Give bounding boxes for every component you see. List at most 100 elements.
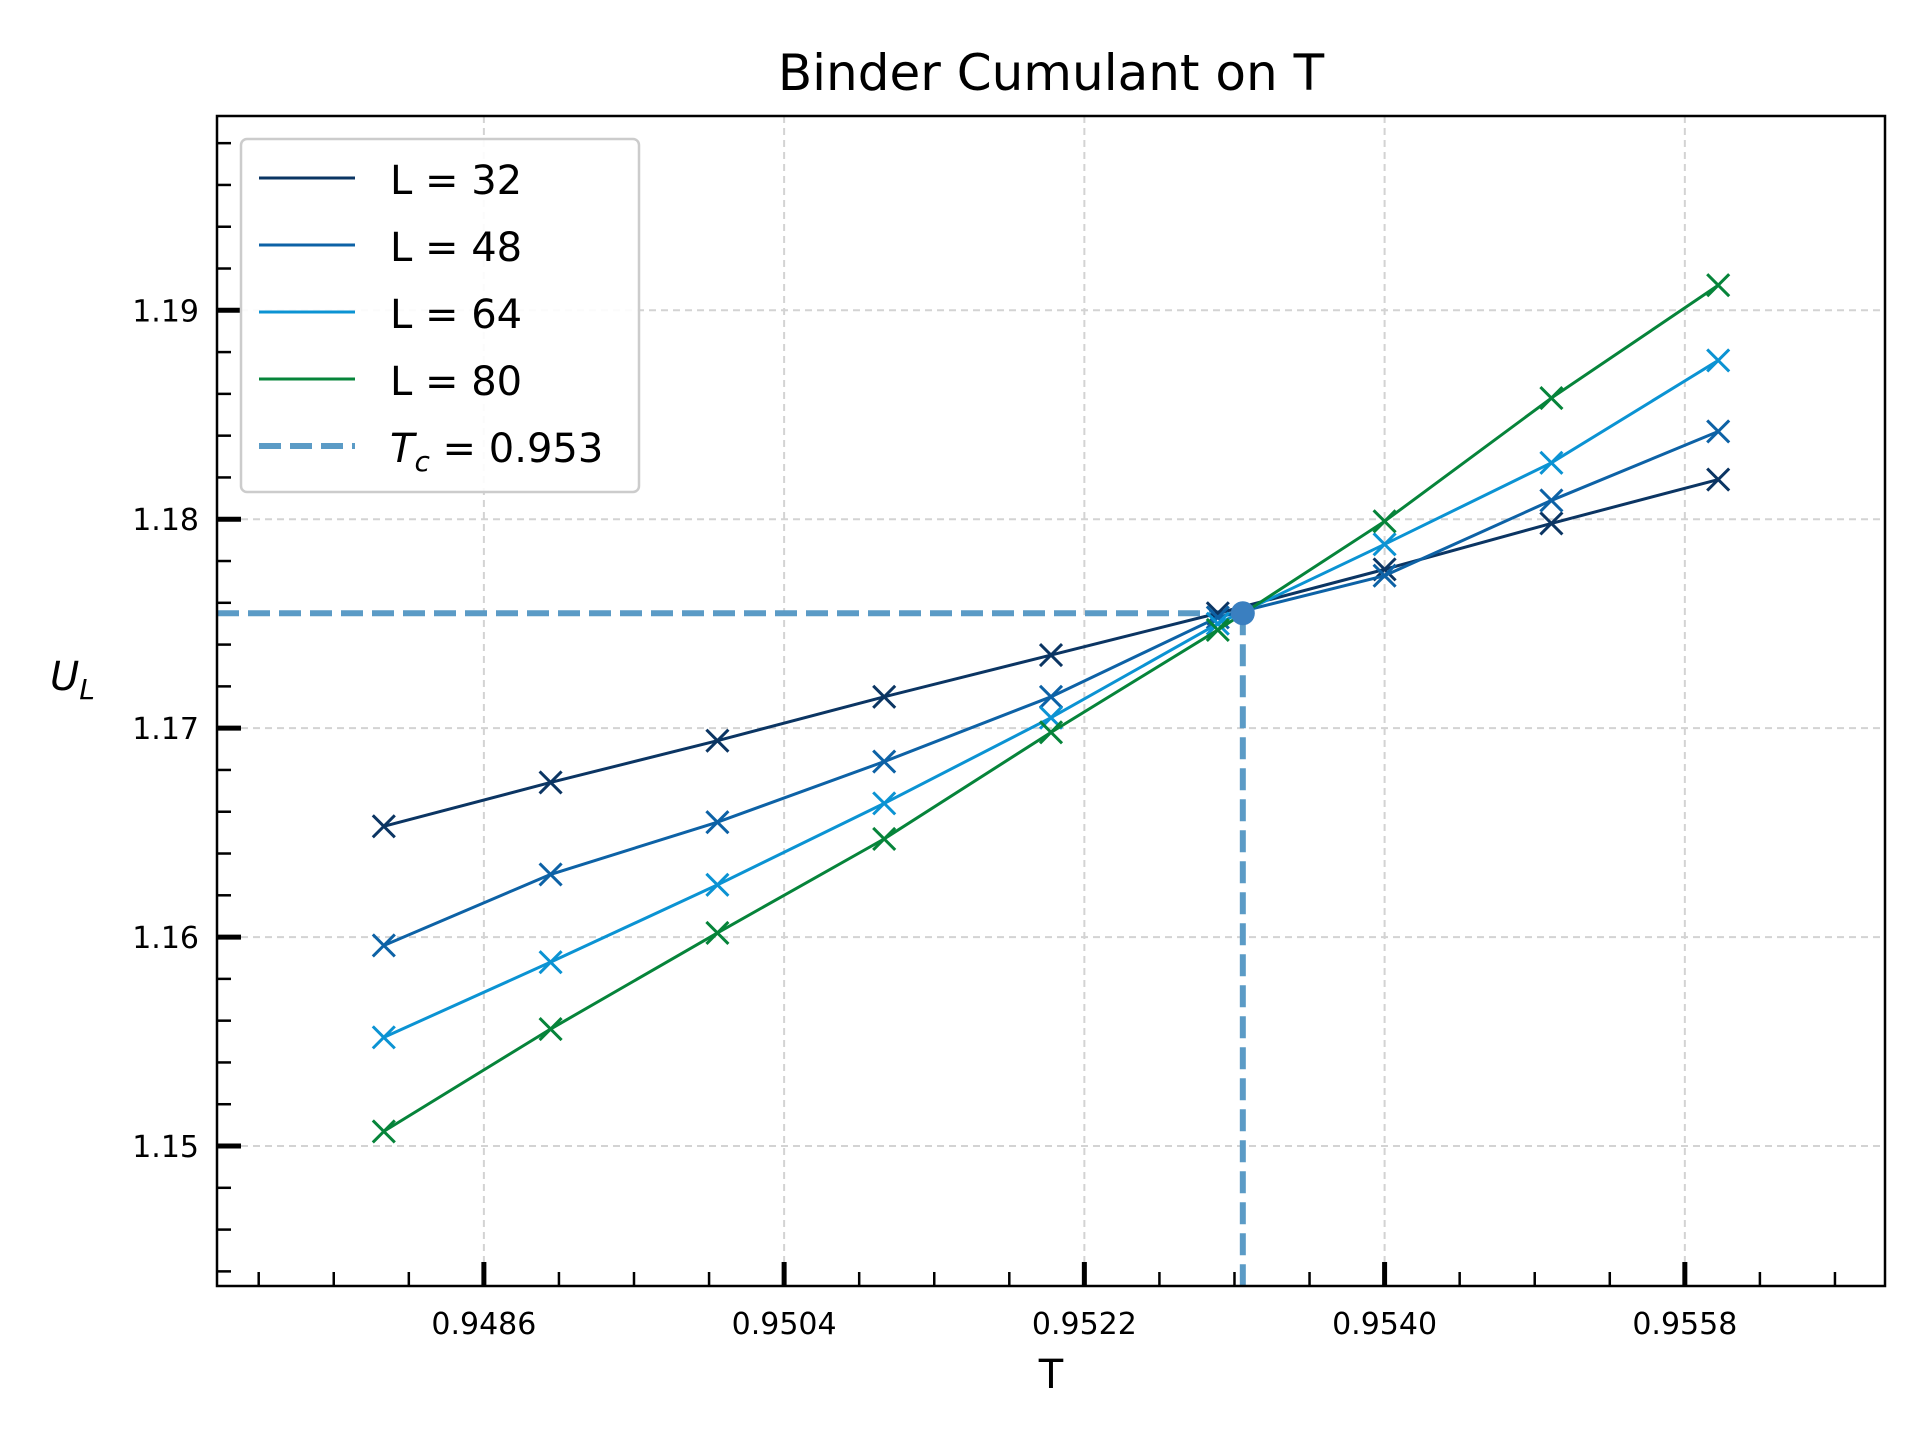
data-point — [705, 810, 730, 835]
point-cross-b — [538, 1016, 563, 1042]
data-point — [1706, 419, 1731, 444]
point-cross-b — [1372, 532, 1397, 557]
data-point — [1372, 532, 1397, 557]
point-cross-b — [371, 814, 396, 839]
chart-title: Binder Cumulant on T — [778, 44, 1325, 102]
data-point — [538, 862, 563, 887]
data-point — [705, 920, 730, 945]
point-cross-b — [1539, 511, 1564, 536]
x-tick-label-0: 0.9486 — [431, 1307, 536, 1342]
x-tick-label-1: 0.9504 — [732, 1307, 837, 1342]
data-point — [1539, 385, 1564, 411]
point-cross-b — [872, 749, 897, 774]
point-cross-b — [1038, 642, 1064, 668]
point-cross-b — [1372, 509, 1397, 534]
x-tick-label-2: 0.9522 — [1032, 1307, 1137, 1342]
point-cross-b — [1205, 605, 1230, 630]
point-cross-b — [872, 826, 897, 851]
point-cross-b — [705, 920, 730, 945]
y-axis-label-sub: L — [79, 673, 95, 706]
data-point — [1539, 450, 1564, 475]
legend-critical-value: = 0.953 — [430, 426, 603, 472]
y-tick-label-3: 1.18 — [132, 503, 199, 538]
point-cross-b — [371, 1025, 396, 1050]
y-tick-label-1: 1.16 — [132, 921, 199, 956]
plot-frame — [215, 114, 1887, 1288]
data-point — [1205, 617, 1230, 643]
data-point — [1539, 511, 1564, 536]
point-cross-b — [538, 950, 563, 975]
data-point — [1706, 348, 1731, 373]
point-cross-b — [1205, 611, 1230, 636]
critical-reference-lines — [217, 610, 1246, 1286]
point-cross-b — [1038, 720, 1064, 745]
data-point — [1372, 563, 1397, 588]
point-cross-b — [1372, 563, 1397, 588]
point-cross-b — [1706, 467, 1731, 492]
point-cross-b — [705, 872, 730, 897]
data-point — [1038, 684, 1064, 709]
data-point — [1539, 488, 1564, 513]
point-cross-b — [371, 933, 396, 958]
legend: L = 32 L = 48 L = 64 L = 80 Tc = 0.953 — [239, 137, 641, 494]
data-point — [872, 749, 897, 774]
data-point — [371, 1119, 396, 1144]
point-cross-b — [872, 684, 897, 709]
data-point — [538, 1016, 563, 1042]
x-tick-label-4: 0.9558 — [1632, 1307, 1737, 1342]
point-cross-b — [1706, 419, 1731, 444]
point-cross-b — [1539, 488, 1564, 513]
point-cross-b — [705, 810, 730, 835]
y-tick-label-2: 1.17 — [132, 712, 199, 747]
legend-label-critical: Tc = 0.953 — [390, 426, 603, 478]
data-point — [371, 814, 396, 839]
series-l80 — [371, 273, 1731, 1144]
data-point — [872, 684, 897, 709]
data-point — [1706, 467, 1731, 492]
data-point — [538, 950, 563, 975]
point-cross-b — [1205, 617, 1230, 643]
data-point — [1372, 509, 1397, 534]
point-cross-b — [705, 728, 730, 753]
data-point — [1038, 642, 1064, 668]
data-point — [1038, 720, 1064, 745]
point-cross-b — [1539, 450, 1564, 475]
point-cross-b — [1539, 385, 1564, 411]
series-layer — [371, 273, 1731, 1144]
y-axis-label-main: U — [50, 654, 79, 700]
y-tick-label-0: 1.15 — [132, 1130, 199, 1165]
x-axis-label: T — [1038, 1352, 1064, 1398]
data-point — [371, 933, 396, 958]
data-point — [705, 872, 730, 897]
series-l32 — [371, 467, 1731, 839]
x-tick-label-3: 0.9540 — [1332, 1307, 1437, 1342]
legend-label-3: L = 80 — [390, 359, 522, 405]
legend-critical-symbol: T — [390, 426, 418, 472]
data-point — [1706, 273, 1731, 298]
data-point — [872, 826, 897, 851]
point-cross-b — [538, 770, 563, 795]
point-cross-b — [1038, 684, 1064, 709]
point-cross-b — [538, 862, 563, 887]
legend-label-0: L = 32 — [390, 158, 522, 204]
series-l48 — [371, 419, 1731, 958]
y-tick-label-4: 1.19 — [132, 294, 199, 329]
point-cross-b — [1706, 273, 1731, 298]
series-line-1 — [383, 430, 1719, 947]
legend-label-1: L = 48 — [390, 225, 522, 271]
point-cross-b — [872, 791, 897, 816]
legend-critical-sub: c — [414, 445, 430, 478]
data-point — [538, 770, 563, 795]
data-point — [705, 728, 730, 753]
critical-point-marker — [1230, 601, 1255, 626]
point-cross-b — [1706, 348, 1731, 373]
data-point — [1205, 611, 1230, 636]
axis-ticks: 0.9486 0.9504 0.9522 0.9540 0.9558 1.15 1.16 1.… — [132, 141, 1837, 1342]
legend-label-2: L = 64 — [390, 292, 522, 338]
legend-box — [239, 137, 641, 494]
point-cross-b — [371, 1119, 396, 1144]
y-axis-label: UL — [50, 654, 95, 706]
data-point — [872, 791, 897, 816]
data-point — [371, 1025, 396, 1050]
